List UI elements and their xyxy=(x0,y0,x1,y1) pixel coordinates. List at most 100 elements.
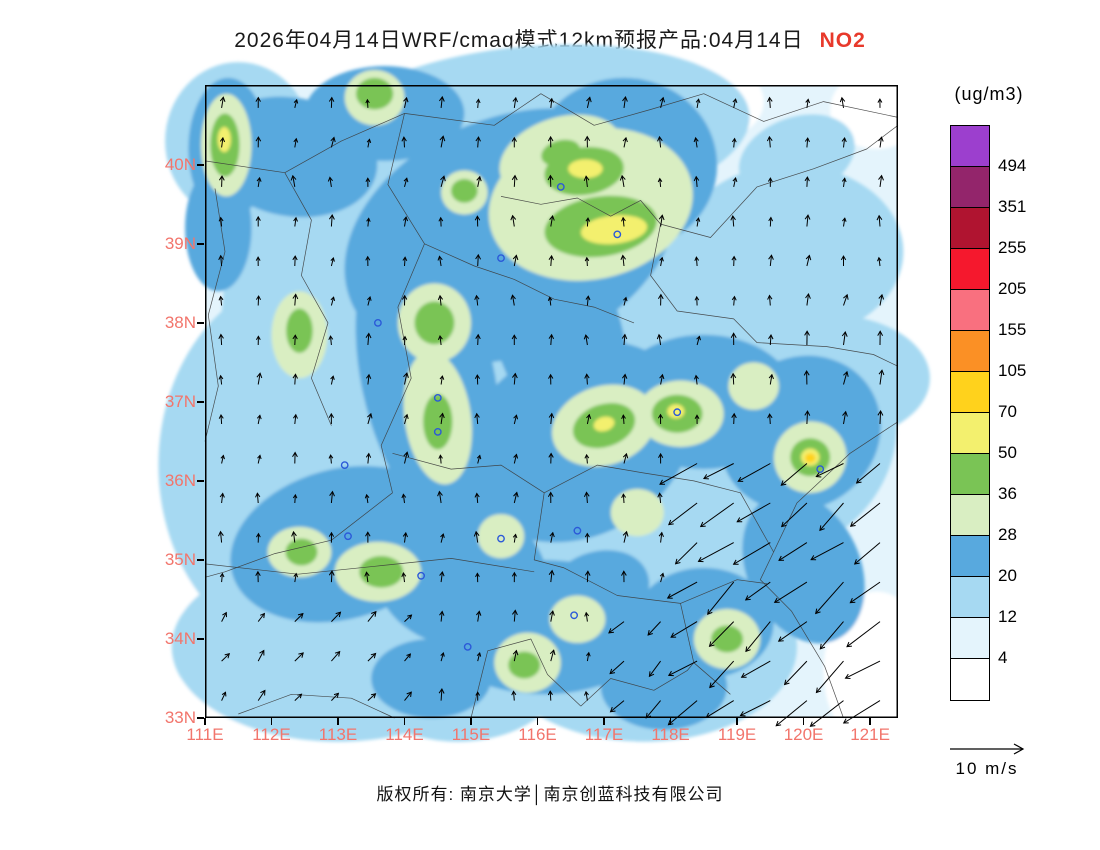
x-tick-mark xyxy=(802,718,805,725)
wind-arrow xyxy=(608,621,625,634)
wind-arrow xyxy=(667,700,698,726)
colorbar-tick-label: 4 xyxy=(998,648,1008,667)
wind-arrow xyxy=(255,96,261,108)
city-marker xyxy=(433,393,442,402)
wind-arrow xyxy=(658,214,665,227)
wind-arrow xyxy=(403,96,409,109)
wind-arrow xyxy=(257,649,265,662)
city-marker xyxy=(556,183,565,191)
colorbar-cell xyxy=(951,659,989,700)
wind-arrow xyxy=(438,687,445,701)
wind-arrow xyxy=(659,463,698,485)
x-tick-mark xyxy=(270,718,273,725)
wind-arrow xyxy=(256,372,263,385)
wind-arrow xyxy=(365,373,372,385)
contour-blob xyxy=(830,69,924,150)
wind-arrow xyxy=(512,533,518,543)
x-tick-label: 116E xyxy=(518,725,557,744)
wind-arrow xyxy=(585,295,591,306)
x-tick-mark xyxy=(669,718,672,725)
wind-arrow xyxy=(218,175,225,187)
wind-arrow xyxy=(404,653,412,662)
wind-arrow xyxy=(878,369,885,385)
wind-arrow xyxy=(659,373,665,385)
wind-arrow xyxy=(291,530,297,543)
city-marker xyxy=(497,534,505,543)
wind-arrow xyxy=(294,612,304,622)
city-marker xyxy=(497,254,505,263)
wind-arrow xyxy=(707,581,735,615)
colorbar-cell xyxy=(951,331,989,372)
wind-arrow xyxy=(257,454,262,464)
wind-arrow xyxy=(437,294,444,306)
wind-arrow xyxy=(876,214,883,227)
wind-arrow xyxy=(621,414,626,425)
colorbar-cell xyxy=(951,536,989,577)
wind-arrow xyxy=(219,492,225,504)
wind-arrow xyxy=(511,136,517,148)
x-tick-mark xyxy=(403,718,406,725)
contour-blob xyxy=(423,393,453,450)
colorbar-cell xyxy=(951,208,989,249)
wind-arrow xyxy=(843,370,849,385)
x-tick-label: 115E xyxy=(451,725,491,744)
city-marker xyxy=(344,532,352,541)
wind-arrow xyxy=(548,254,554,267)
wind-arrow xyxy=(403,216,409,227)
wind-arrow xyxy=(656,333,663,346)
wind-arrow xyxy=(778,542,808,561)
contour-blob xyxy=(355,77,394,110)
wind-arrow xyxy=(695,217,701,227)
wind-arrow xyxy=(440,652,445,662)
wind-arrow xyxy=(547,174,554,187)
wind-arrow xyxy=(364,493,370,504)
wind-arrow xyxy=(730,214,736,227)
contour-blob xyxy=(414,301,455,345)
wind-arrow xyxy=(474,412,480,425)
wind-arrow xyxy=(328,213,335,227)
wind-arrow xyxy=(292,255,298,267)
wind-arrow xyxy=(549,531,555,543)
colorbar-cell xyxy=(951,290,989,331)
wind-arrow xyxy=(877,256,882,267)
boundary-line xyxy=(660,125,899,238)
city-marker xyxy=(573,526,582,535)
wind-arrow xyxy=(218,414,224,425)
wind-arrow xyxy=(510,294,516,306)
wind-arrow xyxy=(440,175,446,188)
wind-arrow xyxy=(815,463,844,478)
wind-arrow xyxy=(657,492,663,504)
wind-arrow xyxy=(403,177,409,188)
wind-arrow xyxy=(367,652,377,662)
wind-arrow xyxy=(768,333,774,346)
wind-arrow xyxy=(840,255,847,266)
wind-arrow xyxy=(804,214,811,227)
wind-arrow xyxy=(658,452,664,464)
wind-arrow xyxy=(584,135,591,148)
wind-arrow xyxy=(511,609,518,622)
wind-arrow xyxy=(732,542,771,565)
wind-arrow xyxy=(622,530,629,543)
x-tick-label: 117E xyxy=(584,725,624,744)
y-tick-label: 37N xyxy=(164,391,196,411)
wind-arrow xyxy=(737,463,771,482)
x-tick-mark xyxy=(736,718,738,725)
wind-arrow xyxy=(841,331,848,346)
wind-arrow xyxy=(439,412,445,425)
wind-arrow xyxy=(328,335,334,346)
contour-blob xyxy=(742,492,865,644)
wind-arrow xyxy=(694,374,699,385)
x-tick-mark xyxy=(603,718,605,725)
wind-arrow xyxy=(768,254,774,267)
wind-arrow xyxy=(841,137,847,148)
y-tick-mark xyxy=(197,717,204,719)
x-tick-mark xyxy=(470,718,472,725)
wind-arrow xyxy=(693,175,700,187)
wind-arrow xyxy=(805,254,812,267)
wind-arrow xyxy=(255,136,262,148)
wind-arrow xyxy=(877,98,883,108)
wind-arrow xyxy=(849,581,881,604)
wind-arrow xyxy=(331,650,341,662)
wind-arrow xyxy=(849,502,881,527)
